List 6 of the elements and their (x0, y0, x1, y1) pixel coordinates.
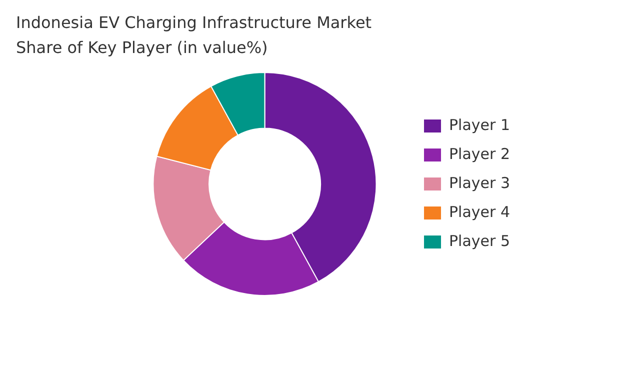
legend-label: Player 3 (449, 174, 510, 192)
chart-title: Indonesia EV Charging Infrastructure Market Share of Key Player (in value%) (16, 12, 373, 59)
legend-label: Player 1 (449, 116, 510, 134)
legend-label: Player 5 (449, 232, 510, 250)
legend-label: Player 2 (449, 144, 510, 163)
legend-label: Player 4 (449, 202, 510, 221)
